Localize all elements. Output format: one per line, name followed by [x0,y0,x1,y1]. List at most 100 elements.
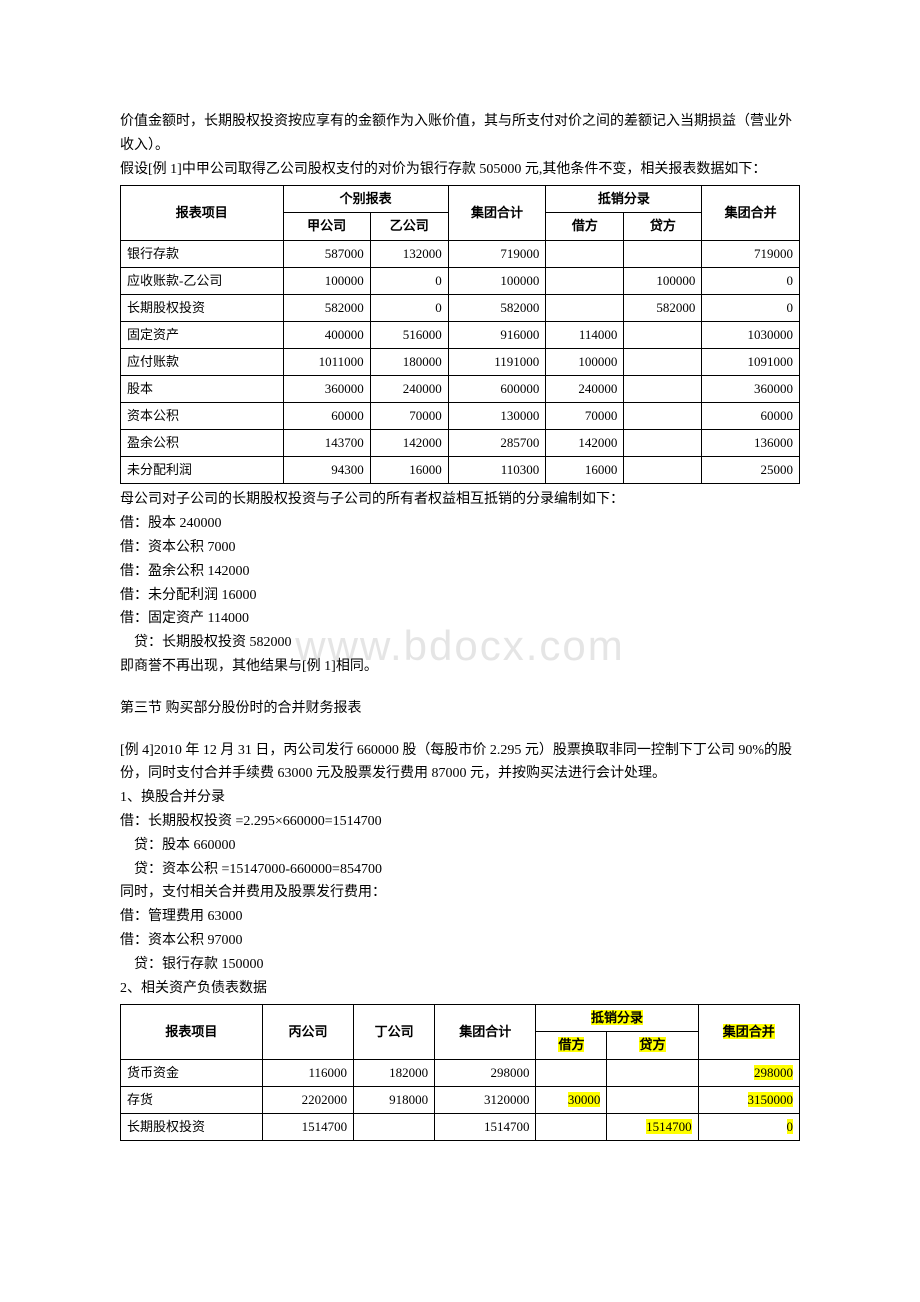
cell [536,1059,607,1086]
cell: 100000 [448,267,546,294]
cell: 1514700 [607,1113,698,1140]
paragraph: 价值金额时，长期股权投资按应享有的金额作为入账价值，其与所支付对价之间的差额记入… [120,110,800,158]
col-header: 丙公司 [262,1005,353,1059]
cell: 130000 [448,403,546,430]
cell: 285700 [448,430,546,457]
cell: 719000 [448,240,546,267]
cell: 587000 [283,240,370,267]
journal-entry: 借：盈余公积 142000 [120,560,800,584]
cell: 719000 [702,240,800,267]
paragraph: 假设[例 1]中甲公司取得乙公司股权支付的对价为银行存款 505000 元,其他… [120,158,800,182]
paragraph: 母公司对子公司的长期股权投资与子公司的所有者权益相互抵销的分录编制如下： [120,488,800,512]
table-row: 应付账款101100018000011910001000001091000 [121,348,800,375]
col-header: 集团合并 [702,186,800,240]
table-row: 存货22020009180003120000300003150000 [121,1086,800,1113]
cell [607,1086,698,1113]
col-header: 集团合并 [698,1005,799,1059]
journal-entry: 借：固定资产 114000 [120,607,800,631]
col-subheader: 贷方 [624,213,702,240]
col-header: 报表项目 [121,1005,263,1059]
cell: 298000 [698,1059,799,1086]
cell: 1514700 [435,1113,536,1140]
cell [354,1113,435,1140]
cell: 1514700 [262,1113,353,1140]
col-header: 抵销分录 [546,186,702,213]
cell: 916000 [448,321,546,348]
table-row: 未分配利润94300160001103001600025000 [121,457,800,484]
cell: 100000 [283,267,370,294]
row-label: 应付账款 [121,348,284,375]
cell: 400000 [283,321,370,348]
journal-entry: 贷：长期股权投资 582000 [120,631,800,655]
cell: 60000 [702,403,800,430]
table-1: 报表项目 个别报表 集团合计 抵销分录 集团合并 甲公司 乙公司 借方 贷方 银… [120,185,800,484]
cell: 600000 [448,376,546,403]
list-item: 1、换股合并分录 [120,786,800,810]
cell: 0 [702,267,800,294]
cell: 582000 [283,294,370,321]
journal-entry: 借：资本公积 97000 [120,929,800,953]
cell: 2202000 [262,1086,353,1113]
paragraph: 同时，支付相关合并费用及股票发行费用： [120,881,800,905]
table-row: 应收账款-乙公司10000001000001000000 [121,267,800,294]
col-subheader: 甲公司 [283,213,370,240]
cell: 360000 [702,376,800,403]
cell [624,457,702,484]
journal-entry: 借：资本公积 7000 [120,536,800,560]
cell: 0 [702,294,800,321]
cell: 60000 [283,403,370,430]
col-subheader: 贷方 [607,1032,698,1059]
col-header: 个别报表 [283,186,448,213]
table-2: 报表项目 丙公司 丁公司 集团合计 抵销分录 集团合并 借方 贷方 货币资金11… [120,1004,800,1140]
cell: 240000 [546,376,624,403]
row-label: 未分配利润 [121,457,284,484]
journal-entry: 贷：资本公积 =15147000-660000=854700 [120,858,800,882]
table-row: 股本360000240000600000240000360000 [121,376,800,403]
cell: 70000 [546,403,624,430]
col-header: 丁公司 [354,1005,435,1059]
cell: 582000 [624,294,702,321]
document-body: 价值金额时，长期股权投资按应享有的金额作为入账价值，其与所支付对价之间的差额记入… [120,110,800,1141]
row-label: 货币资金 [121,1059,263,1086]
cell: 3120000 [435,1086,536,1113]
row-label: 存货 [121,1086,263,1113]
col-subheader: 乙公司 [370,213,448,240]
cell [624,430,702,457]
col-header: 集团合计 [435,1005,536,1059]
cell: 100000 [546,348,624,375]
cell: 94300 [283,457,370,484]
row-label: 银行存款 [121,240,284,267]
cell [607,1059,698,1086]
row-label: 长期股权投资 [121,1113,263,1140]
cell: 142000 [370,430,448,457]
cell: 0 [370,267,448,294]
cell: 16000 [546,457,624,484]
cell: 516000 [370,321,448,348]
cell [546,267,624,294]
cell [624,240,702,267]
cell: 16000 [370,457,448,484]
section-heading: 第三节 购买部分股份时的合并财务报表 [120,697,800,721]
row-label: 资本公积 [121,403,284,430]
cell: 3150000 [698,1086,799,1113]
cell: 136000 [702,430,800,457]
row-label: 应收账款-乙公司 [121,267,284,294]
cell: 360000 [283,376,370,403]
table-row: 资本公积60000700001300007000060000 [121,403,800,430]
table-row: 盈余公积143700142000285700142000136000 [121,430,800,457]
table-row: 长期股权投资1514700151470015147000 [121,1113,800,1140]
row-label: 固定资产 [121,321,284,348]
table-row: 银行存款587000132000719000719000 [121,240,800,267]
table-row: 长期股权投资58200005820005820000 [121,294,800,321]
cell [546,240,624,267]
cell: 1030000 [702,321,800,348]
cell [624,376,702,403]
cell: 143700 [283,430,370,457]
cell [546,294,624,321]
cell: 180000 [370,348,448,375]
cell: 1191000 [448,348,546,375]
journal-entry: 贷：股本 660000 [120,834,800,858]
table-row: 货币资金116000182000298000298000 [121,1059,800,1086]
cell: 582000 [448,294,546,321]
cell: 100000 [624,267,702,294]
